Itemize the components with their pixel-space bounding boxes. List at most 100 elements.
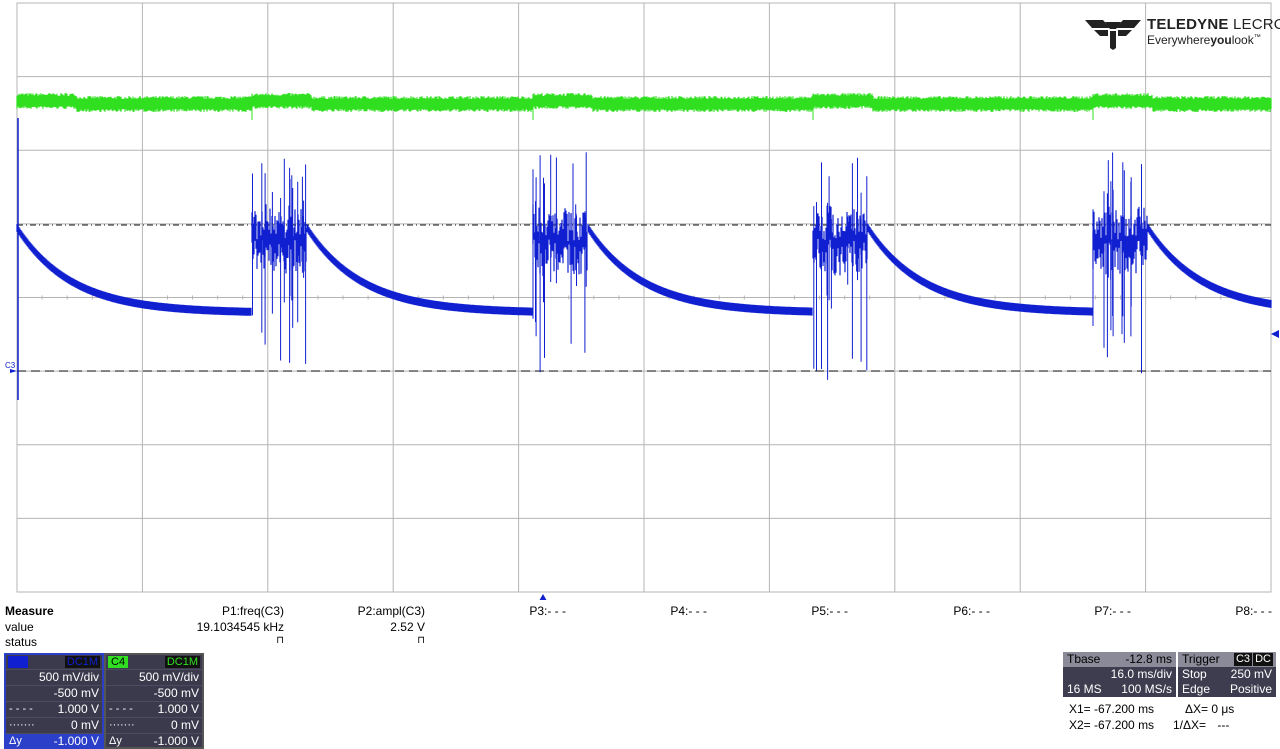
param-p8-name[interactable]: P8:- - - (1235, 604, 1272, 618)
trace-c3 (16, 118, 1272, 400)
channel-c3-cursor1-value: 1.000 V (57, 702, 99, 716)
param-p6-name[interactable]: P6:- - - (953, 604, 990, 618)
teledyne-lecroy-logo: TELEDYNE LECROY Everywhereyoulook™ (1083, 14, 1280, 54)
channel-c3-offset-line: -500 mV (6, 685, 102, 701)
trigger-descriptor[interactable]: Trigger C3 DC Stop 250 mV Edge Positive (1178, 652, 1276, 697)
timebase-samples: 16 MS (1067, 682, 1102, 696)
param-p7-name[interactable]: P7:- - - (1094, 604, 1131, 618)
channel-c4-cursor2-line: ······· 0 mV (106, 717, 202, 733)
brand-name: TELEDYNE LECROY (1147, 16, 1280, 33)
channel-c3-delta-label: Δy (9, 735, 22, 747)
cursor-x2-value: -67.200 ms (1094, 718, 1155, 732)
channel-c3-cursor1-label: - - - - (9, 703, 33, 715)
tagline-bold: you (1210, 33, 1232, 47)
channel-c3-header: C3 DC1M (6, 655, 102, 669)
measure-label[interactable]: Measure (5, 604, 54, 618)
brand-tagline: Everywhereyoulook™ (1147, 33, 1261, 47)
graticule (16, 2, 1272, 593)
trace-c4-band (16, 93, 1272, 112)
channel-c4-coupling: DC1M (164, 656, 200, 668)
trigger-mode: Stop (1182, 667, 1207, 681)
channel-c4-offset: -500 mV (153, 686, 199, 700)
trigger-level: 250 mV (1230, 667, 1272, 681)
c3-marker-label: C3 (5, 361, 16, 370)
channel-c4-offset-line: -500 mV (106, 685, 202, 701)
cursor-inv-dx-label: 1/ΔX= (1173, 718, 1207, 732)
channel-c4-descriptor[interactable]: C4 DC1M 500 mV/div -500 mV - - - - 1.000 … (104, 653, 204, 749)
channel-c4-cursor1-line: - - - - 1.000 V (106, 701, 202, 717)
channel-c4-scale-line: 500 mV/div (106, 669, 202, 685)
param-p3-name[interactable]: P3:- - - (529, 604, 566, 618)
cursor-x1-label: X1= (1069, 702, 1091, 716)
param-p2-value: 2.52 V (390, 620, 425, 634)
channel-c4-delta-label: Δy (109, 735, 122, 747)
waveform-display[interactable]: C3 (0, 0, 1280, 600)
channel-c4-cursor1-label: - - - - (109, 703, 133, 715)
c3-ground-marker (10, 369, 17, 373)
channel-c3-descriptor[interactable]: C3 DC1M 500 mV/div -500 mV - - - - 1.000 … (4, 653, 104, 749)
trigger-slope: Positive (1229, 682, 1272, 696)
channel-c4-cursor2-label: ······· (109, 719, 135, 731)
cursor-dx-label: ΔX= (1185, 702, 1209, 716)
param-p5-name[interactable]: P5:- - - (811, 604, 848, 618)
trigger-type-line: Edge Positive (1178, 682, 1276, 697)
measure-value-row: value 19.1034545 kHz 2.52 V (0, 620, 1280, 635)
brand-name-bold: TELEDYNE (1147, 16, 1229, 33)
param-p1-status-icon: ⊓ (276, 635, 284, 646)
markers: C3 (5, 330, 1279, 600)
channel-c4-cursor1-value: 1.000 V (157, 702, 199, 716)
channel-c4-delta-line: Δy -1.000 V (106, 733, 202, 749)
teledyne-logo-icon (1085, 20, 1141, 50)
cursor-dx-readout: ΔX= 0 μs (1185, 702, 1234, 716)
cursor-dx-value: 0 μs (1211, 702, 1235, 716)
channel-c3-cursor2-label: ······· (9, 719, 35, 731)
trigger-position-marker (539, 594, 547, 600)
measure-header-row: Measure P1:freq(C3) P2:ampl(C3) P3:- - -… (0, 604, 1280, 619)
channel-c3-delta-value: -1.000 V (53, 734, 99, 748)
channel-c4-tag: C4 (108, 656, 129, 668)
timebase-descriptor[interactable]: Tbase -12.8 ms 16.0 ms/div 16 MS 100 MS/s (1063, 652, 1176, 697)
timebase-scale: 16.0 ms/div (1110, 667, 1172, 681)
timebase-rate: 100 MS/s (1121, 682, 1172, 696)
trigger-header: Trigger C3 DC (1178, 652, 1276, 667)
cursor-inv-dx-readout: 1/ΔX= --- (1173, 718, 1229, 732)
channel-c3-offset: -500 mV (53, 686, 99, 700)
trigger-source: C3 (1233, 653, 1252, 666)
param-p1-value: 19.1034545 kHz (196, 620, 284, 634)
tagline-post: look (1231, 33, 1254, 47)
cursor-x2-readout: X2= -67.200 ms (1069, 718, 1154, 732)
channel-c3-scale: 500 mV/div (38, 670, 99, 684)
trigger-mode-line: Stop 250 mV (1178, 667, 1276, 682)
measure-row-value-label: value (5, 620, 34, 634)
param-p2-status-icon: ⊓ (417, 635, 425, 646)
channel-c4-header: C4 DC1M (106, 655, 202, 669)
trace-c4 (16, 93, 1272, 120)
tagline-pre: Everywhere (1147, 33, 1211, 47)
measure-row-status-label: status (5, 635, 38, 649)
timebase-scale-line: 16.0 ms/div (1063, 667, 1176, 682)
param-p1-name[interactable]: P1:freq(C3) (221, 604, 284, 618)
cursor-inv-dx-value: --- (1217, 718, 1230, 732)
channel-c3-cursor1-line: - - - - 1.000 V (6, 701, 102, 717)
cursor-x2-label: X2= (1069, 718, 1091, 732)
brand-name-light: LECROY (1233, 16, 1280, 33)
channel-c3-scale-line: 500 mV/div (6, 669, 102, 685)
channel-c4-scale: 500 mV/div (138, 670, 199, 684)
param-p2-name[interactable]: P2:ampl(C3) (357, 604, 425, 618)
channel-c3-cursor2-line: ······· 0 mV (6, 717, 102, 733)
channel-c3-cursor2-value: 0 mV (70, 718, 99, 732)
channel-c3-coupling: DC1M (64, 656, 100, 668)
trace-c3-band (16, 204, 1272, 316)
trigger-type: Edge (1182, 682, 1211, 696)
trigger-level-marker (1271, 330, 1279, 338)
param-p4-name[interactable]: P4:- - - (670, 604, 707, 618)
timebase-delay: -12.8 ms (1125, 652, 1172, 666)
channel-c4-cursor2-value: 0 mV (170, 718, 199, 732)
cursor-x1-value: -67.200 ms (1094, 702, 1155, 716)
channel-c3-delta-line: Δy -1.000 V (6, 733, 102, 749)
trace-c3-spikes (252, 152, 1142, 380)
measure-status-row: status ⊓ ⊓ (0, 635, 1280, 650)
timebase-label: Tbase (1067, 652, 1101, 666)
timebase-header: Tbase -12.8 ms (1063, 652, 1176, 667)
trigger-coupling: DC (1253, 653, 1273, 666)
